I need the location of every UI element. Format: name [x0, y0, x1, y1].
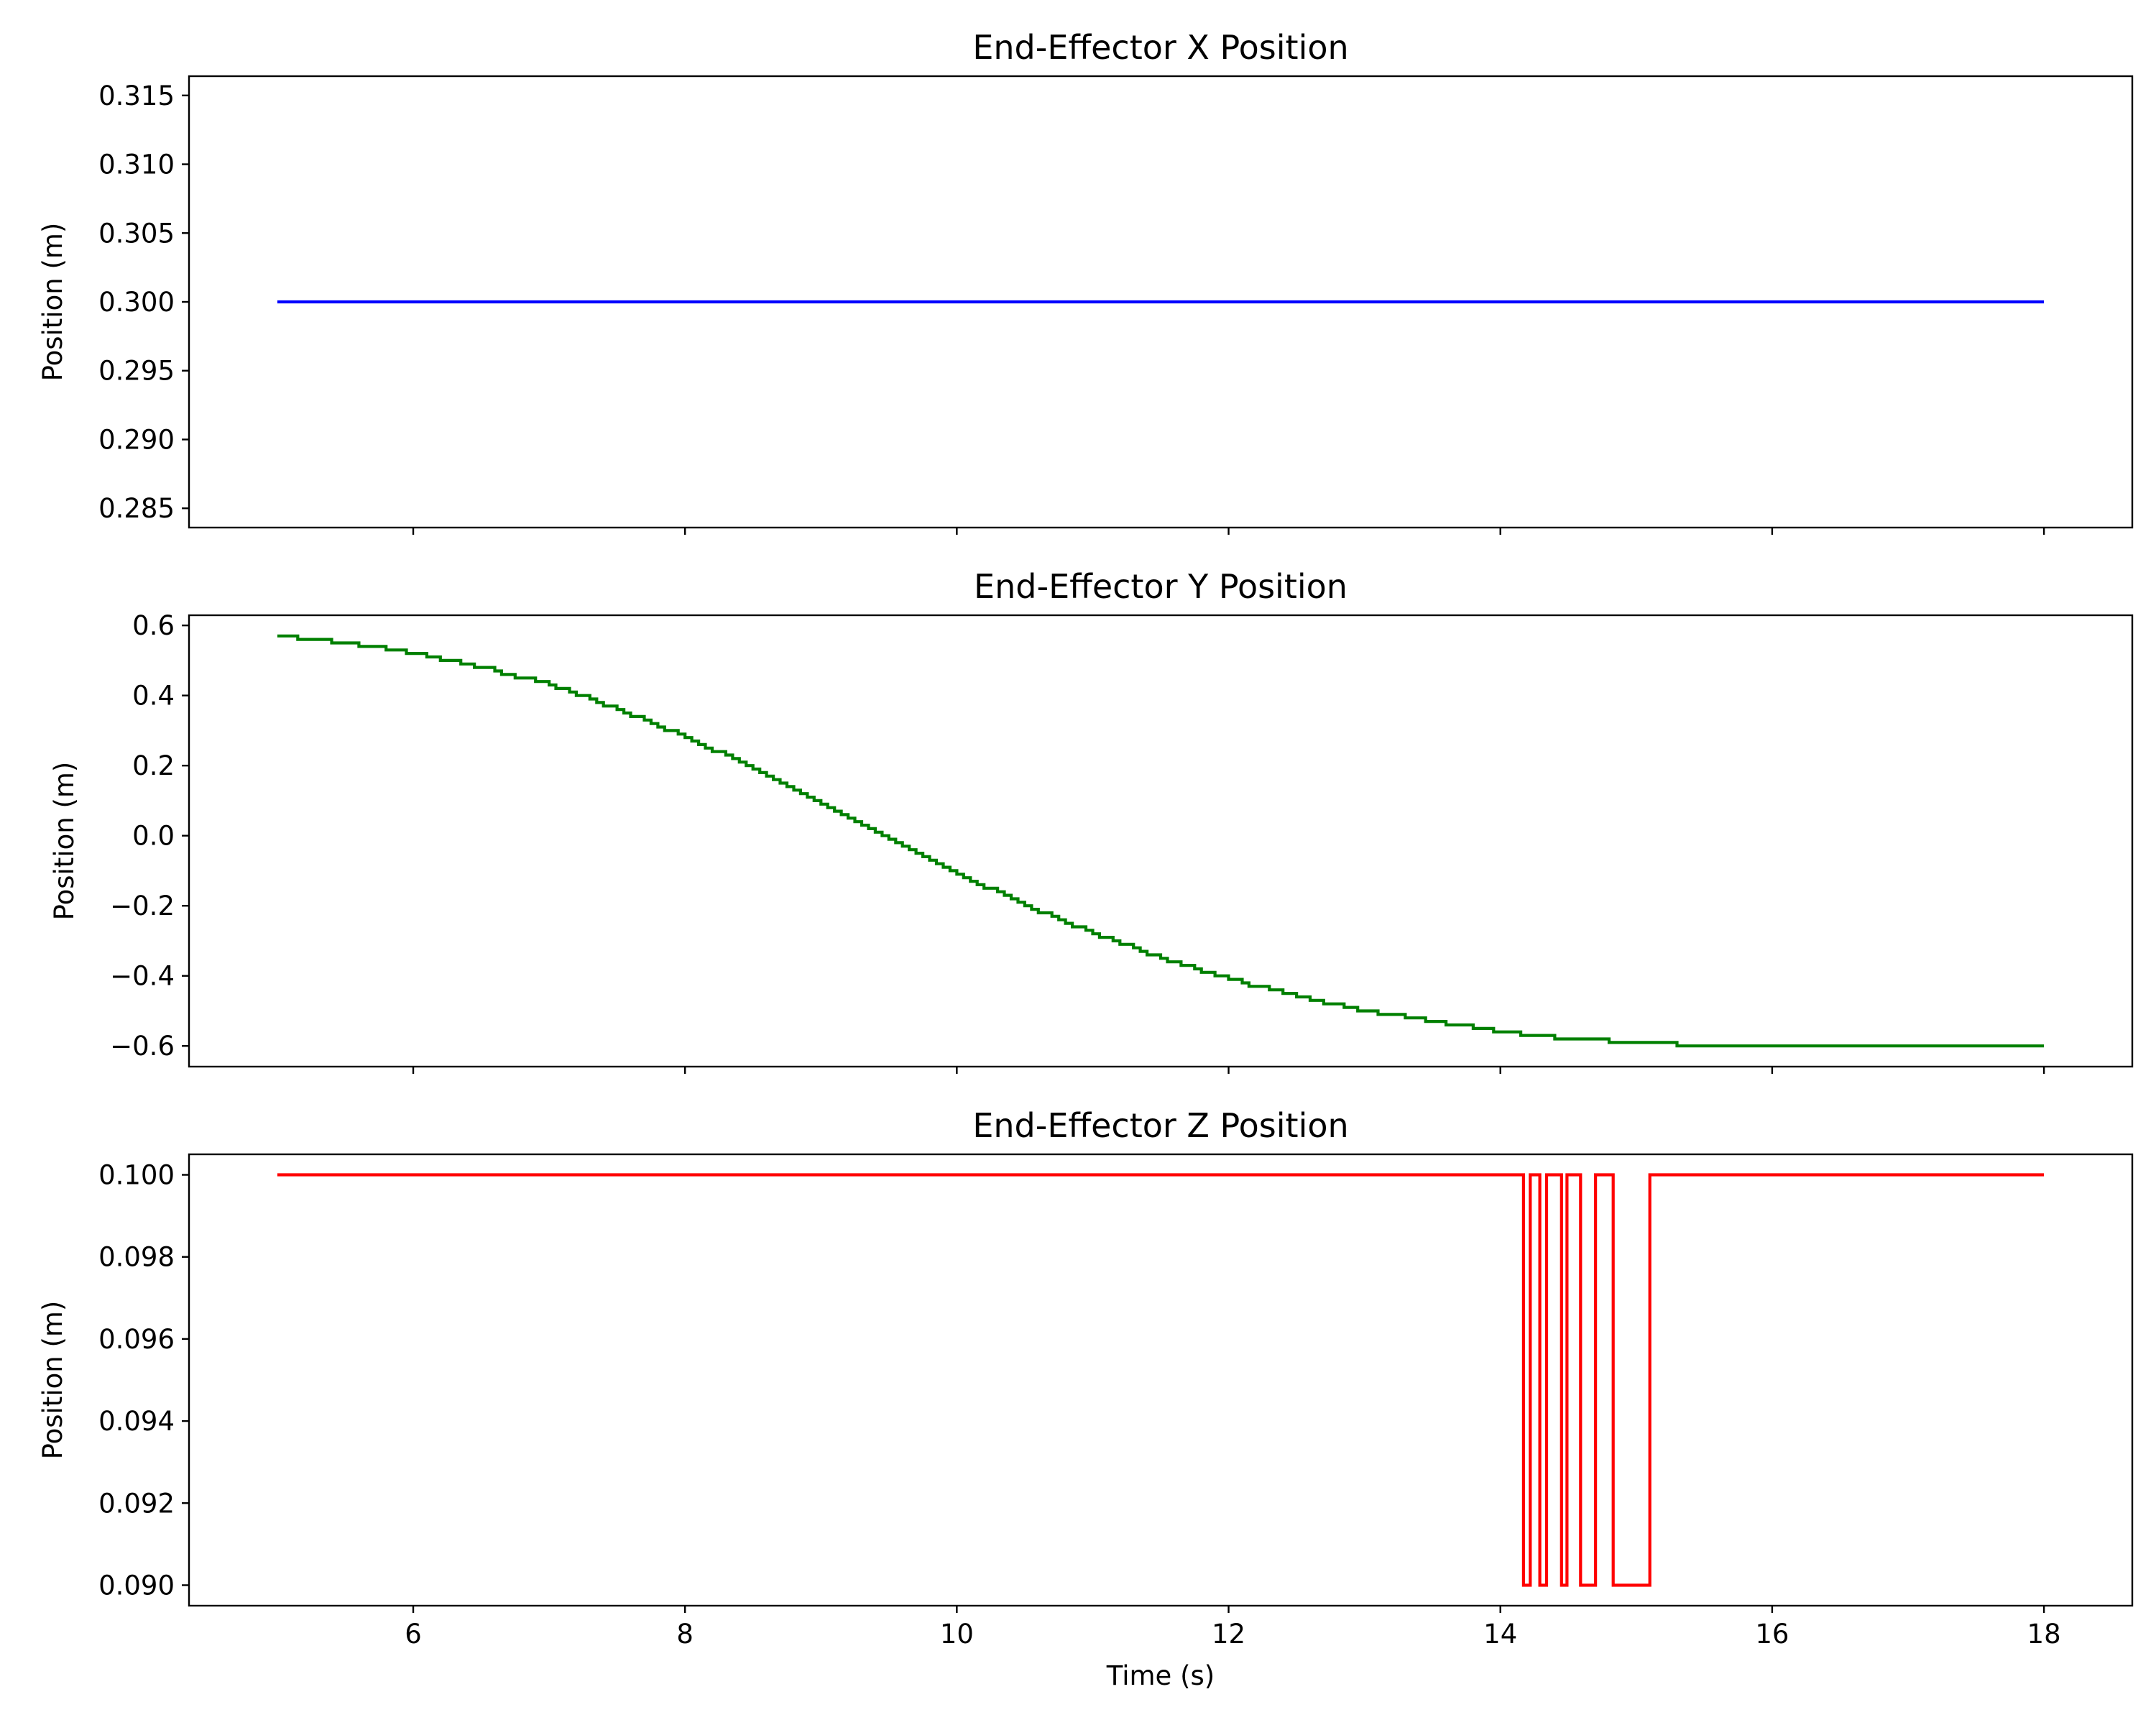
z-position-xtick-label: 8: [676, 1619, 694, 1650]
x-position-ytick-label: 0.290: [98, 424, 175, 455]
y-position-ytick-label: 0.2: [132, 750, 175, 781]
x-position-ytick-label: 0.295: [98, 356, 175, 387]
z-position-xlabel: Time (s): [1106, 1660, 1215, 1691]
y-position-ytick-label: 0.6: [132, 610, 175, 641]
z-position-title: End-Effector Z Position: [972, 1106, 1348, 1145]
z-position-xtick-label: 6: [405, 1619, 422, 1650]
z-position-ytick-label: 0.098: [98, 1242, 175, 1273]
z-position-xtick-label: 18: [2027, 1619, 2061, 1650]
x-position-title: End-Effector X Position: [972, 28, 1348, 67]
z-position-ytick-label: 0.090: [98, 1570, 175, 1601]
x-position-ylabel: Position (m): [37, 223, 68, 382]
z-position-ylabel: Position (m): [37, 1301, 68, 1460]
y-position-title: End-Effector Y Position: [974, 567, 1348, 606]
z-position-ytick-label: 0.092: [98, 1488, 175, 1519]
z-position-xtick-label: 10: [940, 1619, 974, 1650]
z-position-ytick-label: 0.100: [98, 1160, 175, 1191]
y-position-ytick-label: 0.4: [132, 681, 175, 712]
y-position-ytick-label: −0.6: [110, 1031, 175, 1062]
y-position-ytick-label: 0.0: [132, 821, 175, 852]
y-position-panel: −0.6 −0.4 −0.2 0.0 0.2 0.4 0.6 End-Effector Y P…: [49, 567, 2134, 1074]
y-position-ytick-label: −0.4: [110, 961, 175, 992]
x-position-ytick-label: 0.285: [98, 493, 175, 524]
x-position-ytick-label: 0.310: [98, 150, 175, 180]
y-position-ylabel: Position (m): [49, 762, 80, 921]
z-position-xtick-label: 16: [1755, 1619, 1789, 1650]
z-position-xtick-label: 12: [1212, 1619, 1245, 1650]
x-position-ytick-label: 0.305: [98, 218, 175, 249]
y-position-series-line: [277, 634, 2045, 1048]
z-position-xtick-label: 14: [1483, 1619, 1517, 1650]
z-position-series-line: [277, 1173, 2045, 1587]
x-position-panel: 0.285 0.290 0.295 0.300 0.305 0.310 0.315 End-E…: [37, 28, 2134, 535]
x-position-ytick-label: 0.315: [98, 80, 175, 111]
x-position-ytick-label: 0.300: [98, 287, 175, 318]
z-position-plot-frame: [188, 1153, 2134, 1607]
z-position-ytick-label: 0.096: [98, 1324, 175, 1355]
y-position-ytick-label: −0.2: [110, 891, 175, 921]
y-position-plot-frame: [188, 614, 2134, 1068]
z-position-ytick-label: 0.094: [98, 1406, 175, 1437]
z-position-panel: 0.090 0.092 0.094 0.096 0.098 0.100 6 8 10 12 14 16…: [37, 1106, 2134, 1691]
